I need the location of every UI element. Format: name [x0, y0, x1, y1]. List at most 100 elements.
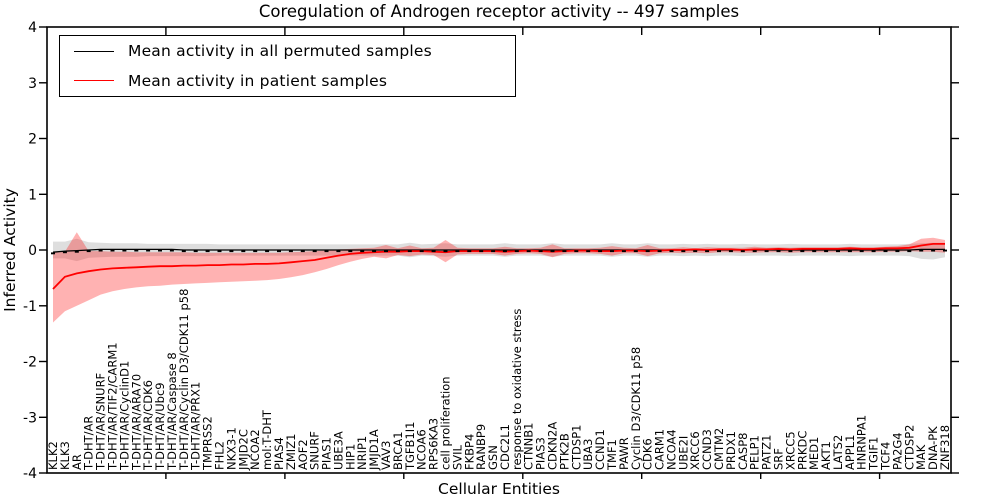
- x-category-label: T-DHT/AR/SNURF: [94, 373, 108, 471]
- y-tick-label: -2: [23, 355, 37, 371]
- x-category-label: TGFB1I1: [403, 422, 417, 471]
- x-category-label: NRIP1: [355, 436, 369, 470]
- x-category-label: BRCA1: [391, 431, 405, 470]
- permuted-marker: [681, 250, 686, 253]
- x-category-label: AOF2: [296, 439, 310, 470]
- permuted-marker: [907, 250, 912, 253]
- permuted-marker: [146, 249, 151, 252]
- x-category-label: SVIL: [450, 444, 464, 470]
- x-category-label: AR: [70, 454, 84, 470]
- x-category-label: KLK2: [46, 441, 60, 470]
- x-category-label: UBA3: [581, 439, 595, 471]
- permuted-marker: [847, 250, 852, 253]
- legend-row-patient: Mean activity in patient samples: [60, 66, 515, 95]
- permuted-marker: [181, 250, 186, 253]
- permuted-marker: [812, 250, 817, 253]
- permuted-marker: [502, 250, 507, 253]
- patient-mean-line: [52, 243, 945, 290]
- y-tick-label: -1: [23, 299, 37, 315]
- x-category-label: T-DHT/AR/ARA70: [129, 374, 143, 471]
- x-category-label: APPL1: [843, 435, 857, 470]
- x-category-label: PATZ1: [760, 435, 774, 470]
- permuted-marker: [62, 251, 67, 254]
- y-tick-label: 1: [28, 187, 37, 203]
- x-category-label: CDKN2A: [546, 422, 560, 470]
- x-category-label: KLK3: [58, 441, 72, 470]
- legend-row-permuted: Mean activity in all permuted samples: [60, 37, 515, 66]
- permuted-marker: [384, 250, 388, 253]
- axis-ticks: [39, 26, 959, 479]
- x-category-label: ZNF318: [938, 425, 952, 470]
- x-category-label: HNRNPA1: [855, 415, 869, 470]
- permuted-marker: [919, 249, 924, 252]
- permuted-marker: [407, 250, 412, 253]
- x-category-label: T-DHT/AR/CDK6: [141, 380, 155, 471]
- permuted-marker: [443, 250, 448, 253]
- x-category-label: CTDSP1: [569, 425, 583, 470]
- permuted-marker: [895, 250, 900, 253]
- permuted-marker: [205, 250, 210, 253]
- x-category-label: XRCC6: [688, 431, 702, 470]
- x-axis-label: Cellular Entities: [438, 480, 560, 498]
- permuted-marker: [312, 250, 317, 253]
- x-category-label: PELP1: [748, 435, 762, 470]
- x-category-label: GSN: [486, 445, 500, 470]
- x-category-label: XRCC5: [783, 431, 797, 470]
- permuted-marker: [217, 250, 222, 253]
- x-category-label: PIAS3: [534, 437, 548, 470]
- permuted-marker: [98, 249, 103, 252]
- x-category-label: NCOA2: [248, 429, 262, 470]
- patient-line-sample-icon: [74, 80, 114, 82]
- x-category-label: JMJD1A: [367, 429, 381, 471]
- permuted-marker: [241, 250, 246, 253]
- permuted-marker: [598, 250, 603, 253]
- permuted-marker: [931, 249, 936, 252]
- x-category-label: PRDX1: [724, 431, 738, 470]
- permuted-marker: [288, 250, 293, 253]
- x-category-label: PRKDC: [795, 431, 809, 470]
- x-category-label: JMJD2C: [236, 429, 250, 471]
- series-lines: [52, 243, 945, 290]
- plot-frame: [46, 26, 952, 474]
- permuted-marker: [705, 250, 710, 253]
- permuted-marker: [158, 249, 162, 252]
- x-category-label: AKT1: [819, 441, 833, 470]
- x-category-label: HIP1: [343, 444, 357, 470]
- permuted-marker: [395, 250, 400, 253]
- permuted-marker: [253, 250, 258, 253]
- x-category-label: CDC2L1: [498, 424, 512, 470]
- x-category-label: RPS6KA3: [427, 418, 441, 470]
- x-category-label: ZMIZ1: [284, 434, 298, 470]
- permuted-marker: [74, 250, 79, 253]
- permuted-marker: [419, 250, 424, 253]
- permuted-marker: [372, 250, 377, 253]
- x-category-label: CTNNB1: [522, 423, 536, 470]
- permuted-marker: [229, 250, 234, 253]
- x-category-label: NKX3-1: [224, 427, 238, 470]
- permuted-marker: [467, 250, 472, 253]
- x-category-label: T-DHT/AR/PRX1: [189, 382, 203, 471]
- permuted-marker: [764, 250, 769, 253]
- permuted-marker: [645, 250, 650, 253]
- y-tick-label: 0: [28, 243, 37, 259]
- x-category-label: Cyclin D3/CDK11 p58: [629, 347, 643, 470]
- x-category-label: DNA-PK: [926, 426, 940, 470]
- permuted-marker: [300, 250, 305, 253]
- patient-confidence-band: [53, 232, 945, 323]
- legend: Mean activity in all permuted samples Me…: [59, 35, 516, 97]
- x-category-label: LATS2: [831, 435, 845, 470]
- x-category-labels: KLK2KLK3ART-DHT/ART-DHT/AR/SNURFT-DHT/AR…: [46, 289, 952, 471]
- x-category-label: CDK6: [641, 438, 655, 470]
- permuted-marker: [360, 250, 365, 253]
- x-category-label: VAV3: [379, 441, 393, 470]
- x-category-label: T-DHT/AR/Ubc9: [153, 382, 167, 471]
- x-category-label: PA2G4: [890, 432, 904, 470]
- x-category-label: CTDSP2: [902, 425, 916, 470]
- x-category-label: response to oxidative stress: [510, 309, 524, 470]
- permuted-marker: [562, 250, 567, 253]
- permuted-marker: [740, 250, 745, 253]
- permuted-marker: [621, 250, 626, 253]
- legend-label-permuted: Mean activity in all permuted samples: [128, 42, 432, 61]
- permuted-line-markers: [51, 249, 947, 255]
- x-category-label: PAWR: [617, 437, 631, 470]
